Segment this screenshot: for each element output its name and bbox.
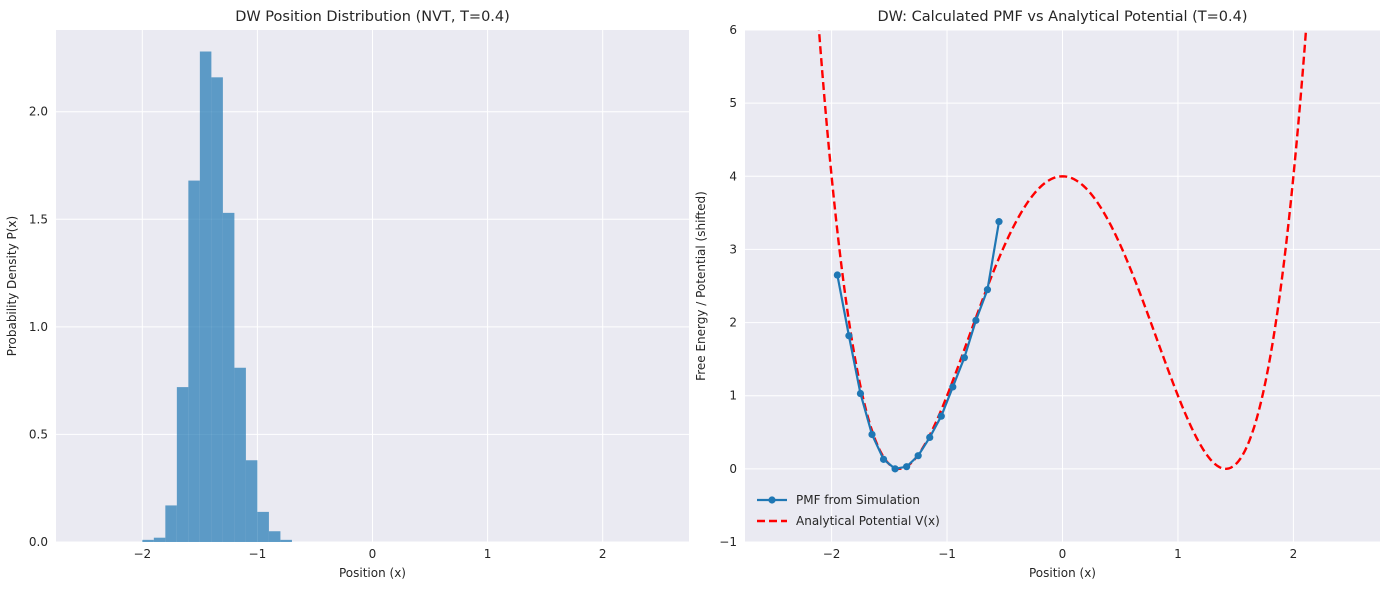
histogram-bar	[245, 460, 258, 542]
pmf-point	[949, 383, 957, 391]
pmf-legend: PMF from Simulation Analytical Potential…	[757, 493, 940, 528]
legend-pmf-marker	[768, 496, 776, 504]
pmf-point	[995, 218, 1003, 226]
pmf-point	[856, 389, 865, 398]
y-tick-label: 2.0	[29, 105, 48, 119]
histogram-bar	[268, 531, 281, 542]
y-tick-label: 1.5	[29, 212, 48, 226]
histogram-bar	[188, 180, 200, 542]
pmf-panel: −2 −1 0 1 2 −1 0 1 2 3 4 5 6 DW: Calculated PMF vs …	[694, 9, 1380, 580]
pmf-x-ticks: −2 −1 0 1 2	[823, 547, 1297, 561]
x-tick-label: 2	[599, 547, 607, 561]
pmf-y-ticks: −1 0 1 2 3 4 5 6	[719, 23, 737, 549]
y-tick-label: 4	[729, 169, 737, 183]
x-tick-label: 0	[1059, 547, 1067, 561]
pmf-point	[926, 433, 934, 442]
histogram-bar	[199, 51, 212, 542]
x-tick-label: 2	[1290, 547, 1298, 561]
x-tick-label: 1	[484, 547, 492, 561]
y-tick-label: 1.0	[29, 320, 48, 334]
y-tick-label: 5	[729, 96, 737, 110]
histogram-bar	[234, 367, 246, 542]
legend-pmf-label: PMF from Simulation	[796, 493, 920, 507]
histogram-panel: −2 −1 0 1 2 0.0 0.5 1.0 1.5 2.0 DW Position Dist…	[5, 9, 689, 580]
histogram-bar	[142, 539, 154, 542]
pmf-point	[960, 354, 968, 362]
histogram-x-label: Position (x)	[339, 566, 406, 580]
pmf-point	[983, 286, 992, 294]
pmf-point	[845, 332, 853, 340]
histogram-y-label: Probability Density P(x)	[5, 216, 19, 356]
pmf-y-label: Free Energy / Potential (shifted)	[694, 191, 708, 381]
histogram-title: DW Position Distribution (NVT, T=0.4)	[235, 9, 510, 25]
histogram-bar	[176, 387, 189, 542]
y-tick-label: −1	[719, 535, 737, 549]
histogram-bar	[280, 539, 292, 542]
x-tick-label: −1	[938, 547, 956, 561]
pmf-simulation-markers	[833, 218, 1003, 473]
histogram-bars	[142, 51, 292, 542]
x-tick-label: 0	[369, 547, 377, 561]
y-tick-label: 1	[729, 389, 737, 403]
pmf-point	[868, 430, 876, 439]
pmf-x-label: Position (x)	[1029, 566, 1096, 580]
y-tick-label: 0.0	[29, 535, 48, 549]
pmf-point	[914, 452, 922, 460]
histogram-bar	[257, 511, 269, 542]
histogram-gridlines	[56, 30, 689, 543]
histogram-bar	[222, 212, 235, 542]
pmf-gridlines	[745, 29, 1380, 543]
y-tick-label: 2	[729, 316, 737, 330]
histogram-y-ticks: 0.0 0.5 1.0 1.5 2.0	[29, 105, 48, 549]
y-tick-label: 0	[729, 462, 737, 476]
x-tick-label: −2	[823, 547, 841, 561]
x-tick-label: 1	[1174, 547, 1182, 561]
pmf-point	[879, 455, 888, 463]
histogram-bar	[211, 77, 223, 542]
y-tick-label: 3	[729, 242, 737, 256]
x-tick-label: −2	[133, 547, 151, 561]
y-tick-label: 6	[729, 23, 737, 37]
pmf-point	[891, 465, 899, 473]
pmf-title: DW: Calculated PMF vs Analytical Potenti…	[878, 9, 1248, 25]
histogram-bar	[165, 505, 177, 542]
pmf-point	[833, 271, 841, 279]
pmf-point	[972, 316, 980, 324]
pmf-point	[937, 412, 945, 420]
pmf-point	[903, 463, 911, 471]
legend-analytical-label: Analytical Potential V(x)	[796, 514, 940, 528]
histogram-x-ticks: −2 −1 0 1 2	[133, 547, 606, 561]
x-tick-label: −1	[249, 547, 267, 561]
histogram-bar	[153, 537, 166, 542]
y-tick-label: 0.5	[29, 427, 48, 441]
